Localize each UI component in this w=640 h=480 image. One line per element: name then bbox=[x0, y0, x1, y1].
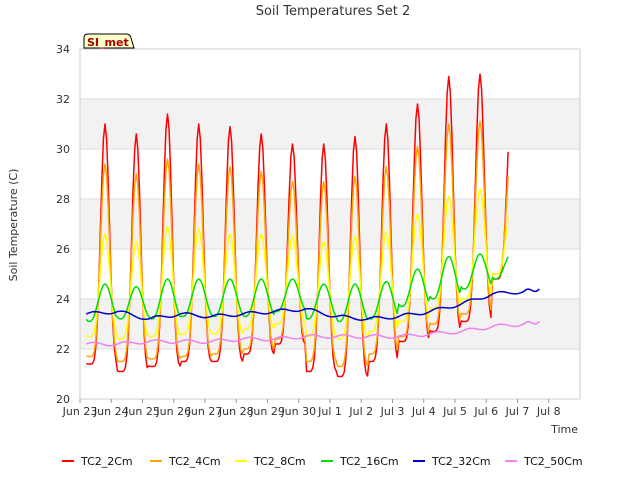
x-tick-label: Jul 8 bbox=[536, 405, 561, 418]
legend-item: TC2_8Cm bbox=[235, 455, 306, 468]
legend-label: TC2_8Cm bbox=[253, 455, 306, 468]
x-tick-label: Jul 6 bbox=[473, 405, 498, 418]
y-axis-label: Soil Temperature (C) bbox=[7, 169, 20, 282]
legend-item: TC2_2Cm bbox=[62, 455, 133, 468]
x-tick-label: Jul 5 bbox=[442, 405, 467, 418]
legend-label: TC2_50Cm bbox=[523, 455, 583, 468]
x-tick-label: Jun 25 bbox=[124, 405, 160, 418]
y-tick-label: 20 bbox=[56, 393, 70, 406]
y-tick-label: 26 bbox=[56, 243, 70, 256]
series-lines bbox=[85, 73, 540, 378]
x-tick-label: Jul 2 bbox=[348, 405, 373, 418]
x-tick-label: Jun 29 bbox=[249, 405, 285, 418]
series-line-tc2-16cm bbox=[85, 253, 509, 323]
y-tick-label: 34 bbox=[56, 43, 70, 56]
x-tick-label: Jun 28 bbox=[218, 405, 254, 418]
x-tick-label: Jun 30 bbox=[280, 405, 316, 418]
legend-item: TC2_4Cm bbox=[150, 455, 221, 468]
plot-band bbox=[80, 99, 580, 149]
x-tick-label: Jun 27 bbox=[187, 405, 223, 418]
legend: TC2_2Cm TC2_4Cm TC2_8Cm TC2_16Cm TC2_32Cm TC2… bbox=[62, 455, 583, 468]
x-tick-label: Jul 1 bbox=[317, 405, 342, 418]
y-tick-label: 22 bbox=[56, 343, 70, 356]
legend-item: TC2_50Cm bbox=[505, 455, 583, 468]
legend-item: TC2_32Cm bbox=[413, 455, 491, 468]
annotation-box: SI_met bbox=[83, 33, 135, 49]
series-line-tc2-8cm bbox=[85, 188, 509, 340]
x-tick-label: Jul 4 bbox=[411, 405, 436, 418]
y-tick-label: 32 bbox=[56, 93, 70, 106]
chart-title: Soil Temperatures Set 2 bbox=[256, 4, 411, 19]
y-axis: 20 22 24 26 28 30 32 34 bbox=[56, 43, 70, 406]
y-tick-label: 24 bbox=[56, 293, 70, 306]
x-tick-label: Jul 3 bbox=[380, 405, 405, 418]
x-axis-label: Time bbox=[550, 423, 578, 436]
y-tick-label: 28 bbox=[56, 193, 70, 206]
x-tick-label: Jun 26 bbox=[155, 405, 191, 418]
series-line-tc2-50cm bbox=[86, 320, 540, 347]
x-tick-label: Jul 7 bbox=[505, 405, 530, 418]
annotation-label: SI_met bbox=[87, 36, 129, 49]
x-tick-label: Jun 23 bbox=[62, 405, 98, 418]
x-tick-label: Jun 24 bbox=[93, 405, 129, 418]
legend-label: TC2_16Cm bbox=[339, 455, 399, 468]
series-line-tc2-32cm bbox=[86, 288, 540, 321]
legend-item: TC2_16Cm bbox=[321, 455, 399, 468]
legend-label: TC2_4Cm bbox=[168, 455, 221, 468]
y-tick-label: 30 bbox=[56, 143, 70, 156]
legend-label: TC2_32Cm bbox=[431, 455, 491, 468]
series-line-tc2-4cm bbox=[85, 120, 509, 368]
legend-label: TC2_2Cm bbox=[80, 455, 133, 468]
